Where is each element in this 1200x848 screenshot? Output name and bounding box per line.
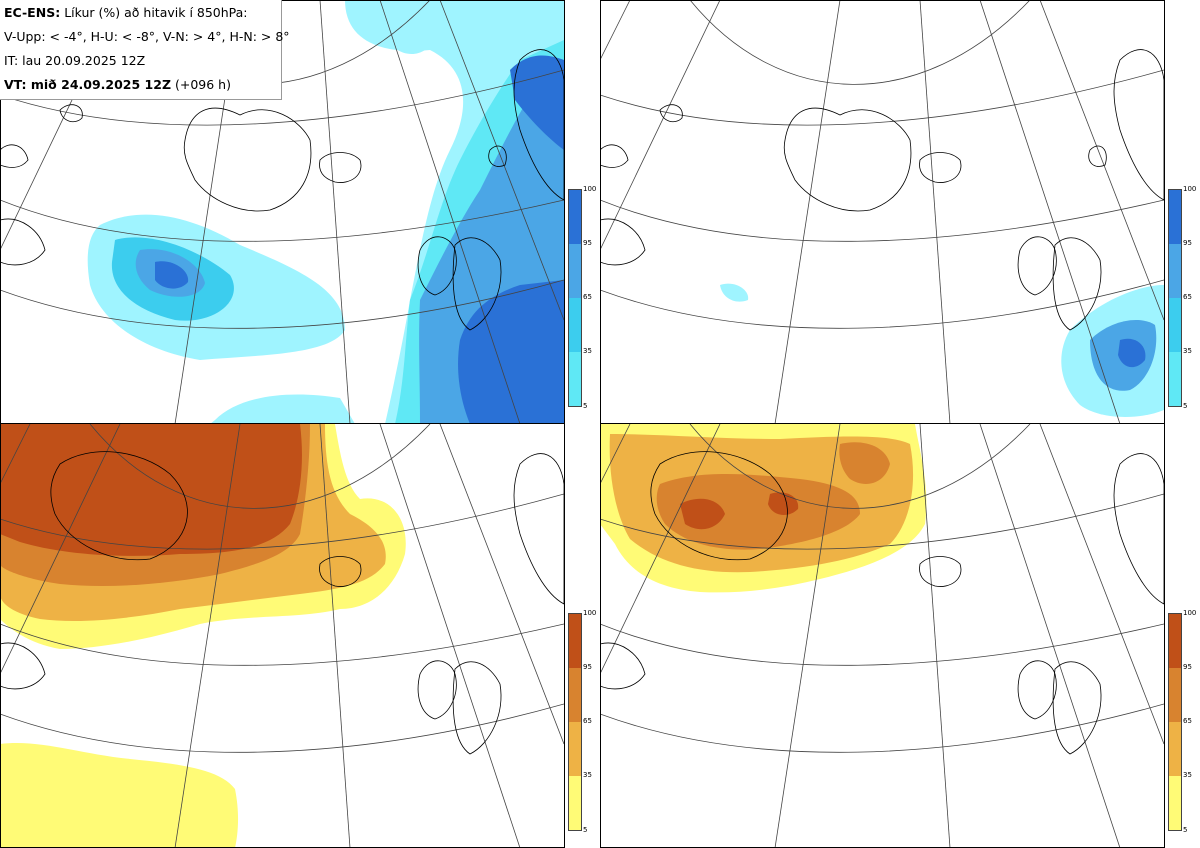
- map-panel-warm-4: [0, 424, 564, 848]
- legend-tick: 100: [1183, 185, 1197, 193]
- legend-tick: 5: [583, 826, 588, 834]
- legend-tick: 65: [1183, 293, 1192, 301]
- legend-warm: 100 95 65 35 5: [568, 609, 598, 834]
- map-cold-8-svg: [600, 0, 1164, 424]
- legend-tick: 95: [1183, 239, 1192, 247]
- map-warm-8-svg: [600, 424, 1164, 848]
- map-panel-cold-8: [600, 0, 1164, 424]
- panel-frame: [600, 0, 1165, 424]
- legend-tick: 5: [1183, 826, 1188, 834]
- legend-tick: 35: [1183, 771, 1192, 779]
- threshold-line: V-Upp: < -4°, H-U: < -8°, V-N: > 4°, H-N…: [4, 29, 290, 44]
- legend-tick: 95: [583, 239, 592, 247]
- legend-tick: 35: [1183, 347, 1192, 355]
- valid-time: VT: mið 24.09.2025 12Z: [4, 77, 172, 92]
- legend-bar: [1168, 189, 1182, 407]
- legend-tick: 35: [583, 347, 592, 355]
- map-panel-cold-4: [0, 0, 564, 424]
- legend-tick: 100: [583, 609, 597, 617]
- lead-time: (+096 h): [175, 77, 231, 92]
- info-title-line: EC-ENS: Líkur (%) að hitavik í 850hPa:: [4, 4, 281, 28]
- map-title: Líkur (%) að hitavik í 850hPa:: [64, 5, 248, 20]
- legend-bar: [568, 189, 582, 407]
- probability-field: [600, 424, 927, 593]
- legend-bar: [1168, 613, 1182, 831]
- panel-frame: [600, 423, 1165, 848]
- legend-tick: 65: [1183, 717, 1192, 725]
- map-panel-warm-8: [600, 424, 1164, 848]
- legend-bar: [568, 613, 582, 831]
- graticule: [600, 424, 1164, 848]
- legend-tick: 65: [583, 717, 592, 725]
- legend-cold: 100 95 65 35 5: [1168, 185, 1198, 410]
- legend-tick: 95: [1183, 663, 1192, 671]
- probability-field: [720, 283, 1164, 417]
- graticule: [600, 0, 1164, 424]
- legend-warm: 100 95 65 35 5: [1168, 609, 1198, 834]
- legend-cold: 100 95 65 35 5: [568, 185, 598, 410]
- graticule: [0, 424, 564, 848]
- valid-time-line: VT: mið 24.09.2025 12Z (+096 h): [4, 76, 281, 100]
- coastlines: [600, 451, 1164, 755]
- coastlines: [0, 49, 564, 331]
- map-warm-4-svg: [0, 424, 564, 848]
- initial-time: IT: lau 20.09.2025 12Z: [4, 53, 146, 68]
- legend-tick: 100: [583, 185, 597, 193]
- legend-tick: 65: [583, 293, 592, 301]
- coastlines: [600, 49, 1164, 331]
- legend-tick: 5: [1183, 402, 1188, 410]
- legend-tick: 100: [1183, 609, 1197, 617]
- legend-tick: 5: [583, 402, 588, 410]
- info-box: EC-ENS: Líkur (%) að hitavik í 850hPa: V…: [0, 0, 290, 100]
- legend-tick: 95: [583, 663, 592, 671]
- model-name: EC-ENS:: [4, 5, 61, 20]
- panel-frame: [0, 423, 565, 848]
- legend-tick: 35: [583, 771, 592, 779]
- coastlines: [0, 451, 564, 755]
